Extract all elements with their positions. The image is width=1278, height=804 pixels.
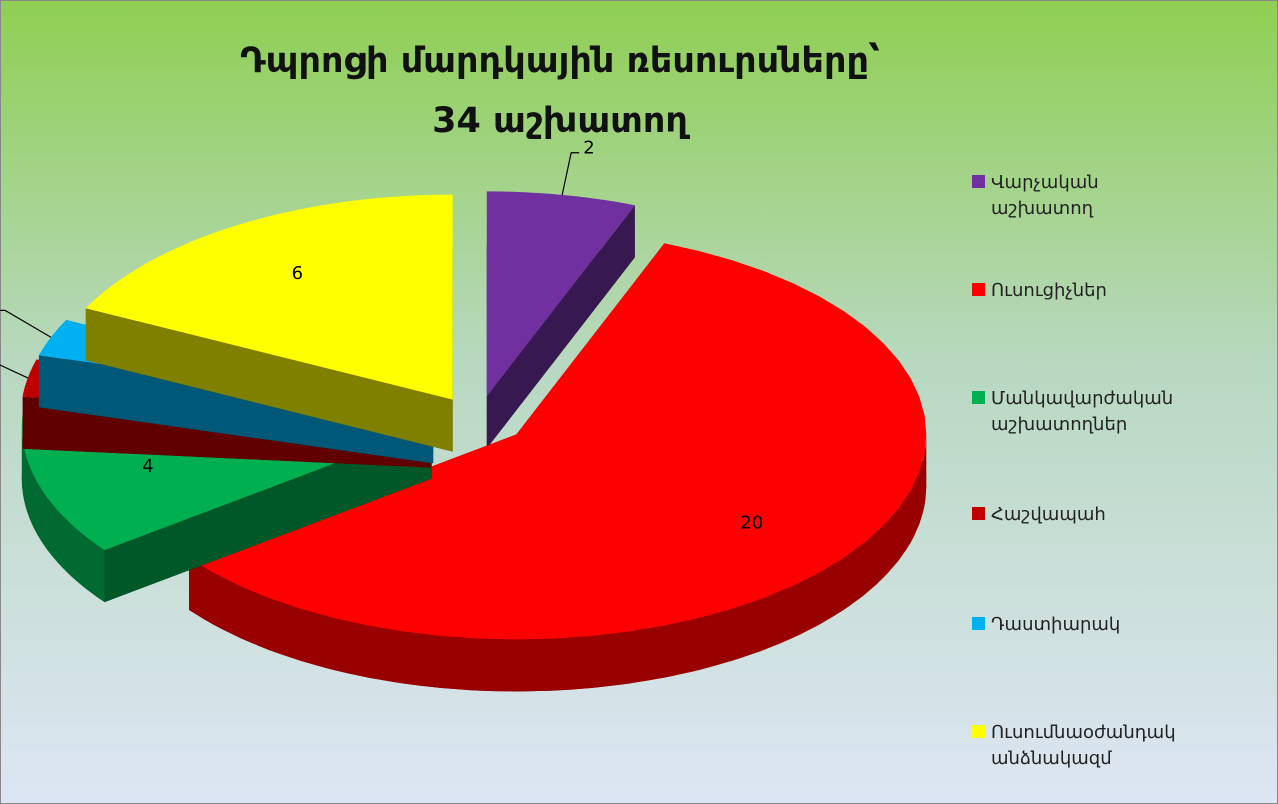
slice-top xyxy=(189,243,927,640)
slice-wall xyxy=(189,434,927,692)
data-label: 4 xyxy=(142,456,153,477)
legend-item: Ուսումնաօժանդակ անձնակազմ xyxy=(972,720,1191,772)
legend-label: Ուսուցիչներ xyxy=(991,280,1107,301)
chart-title: Դպրոցի մարդկային ռեսուրսները՝ xyxy=(240,41,880,81)
legend-swatch xyxy=(972,283,985,296)
legend-item: Հաշվապահ xyxy=(972,502,1191,528)
slice xyxy=(189,243,927,692)
legend-swatch xyxy=(972,617,985,630)
slice-side xyxy=(85,308,453,452)
legend-item: Դաստիարակ xyxy=(972,612,1191,638)
legend-item: Ուսուցիչներ xyxy=(972,278,1191,304)
slice xyxy=(486,191,635,449)
leader-line xyxy=(561,152,580,196)
slice-side xyxy=(486,205,635,449)
legend-swatch xyxy=(972,391,985,404)
leader-line xyxy=(0,364,29,379)
legend-label: Ուսումնաօժանդակ անձնակազմ xyxy=(991,722,1176,769)
slice-wall xyxy=(21,426,105,603)
slice-top xyxy=(85,194,453,400)
data-label: 20 xyxy=(740,512,763,533)
leader-line xyxy=(0,309,52,338)
legend-swatch xyxy=(972,507,985,520)
chart-title: 34 աշխատող xyxy=(432,101,690,141)
legend-label: Հաշվապահ xyxy=(991,504,1106,525)
legend-swatch xyxy=(972,175,985,188)
data-label: 6 xyxy=(292,263,303,284)
legend-item: Մանկավարժական աշխատողներ xyxy=(972,386,1191,438)
legend-item: Վարչական աշխատող xyxy=(972,170,1191,222)
data-label: 2 xyxy=(583,138,594,159)
legend-label: Մանկավարժական աշխատողներ xyxy=(991,388,1174,435)
slice-top xyxy=(486,191,635,397)
legend-label: Վարչական աշխատող xyxy=(991,172,1099,219)
legend-swatch xyxy=(972,725,985,738)
slice xyxy=(85,194,453,452)
legend-label: Դաստիարակ xyxy=(991,614,1121,635)
